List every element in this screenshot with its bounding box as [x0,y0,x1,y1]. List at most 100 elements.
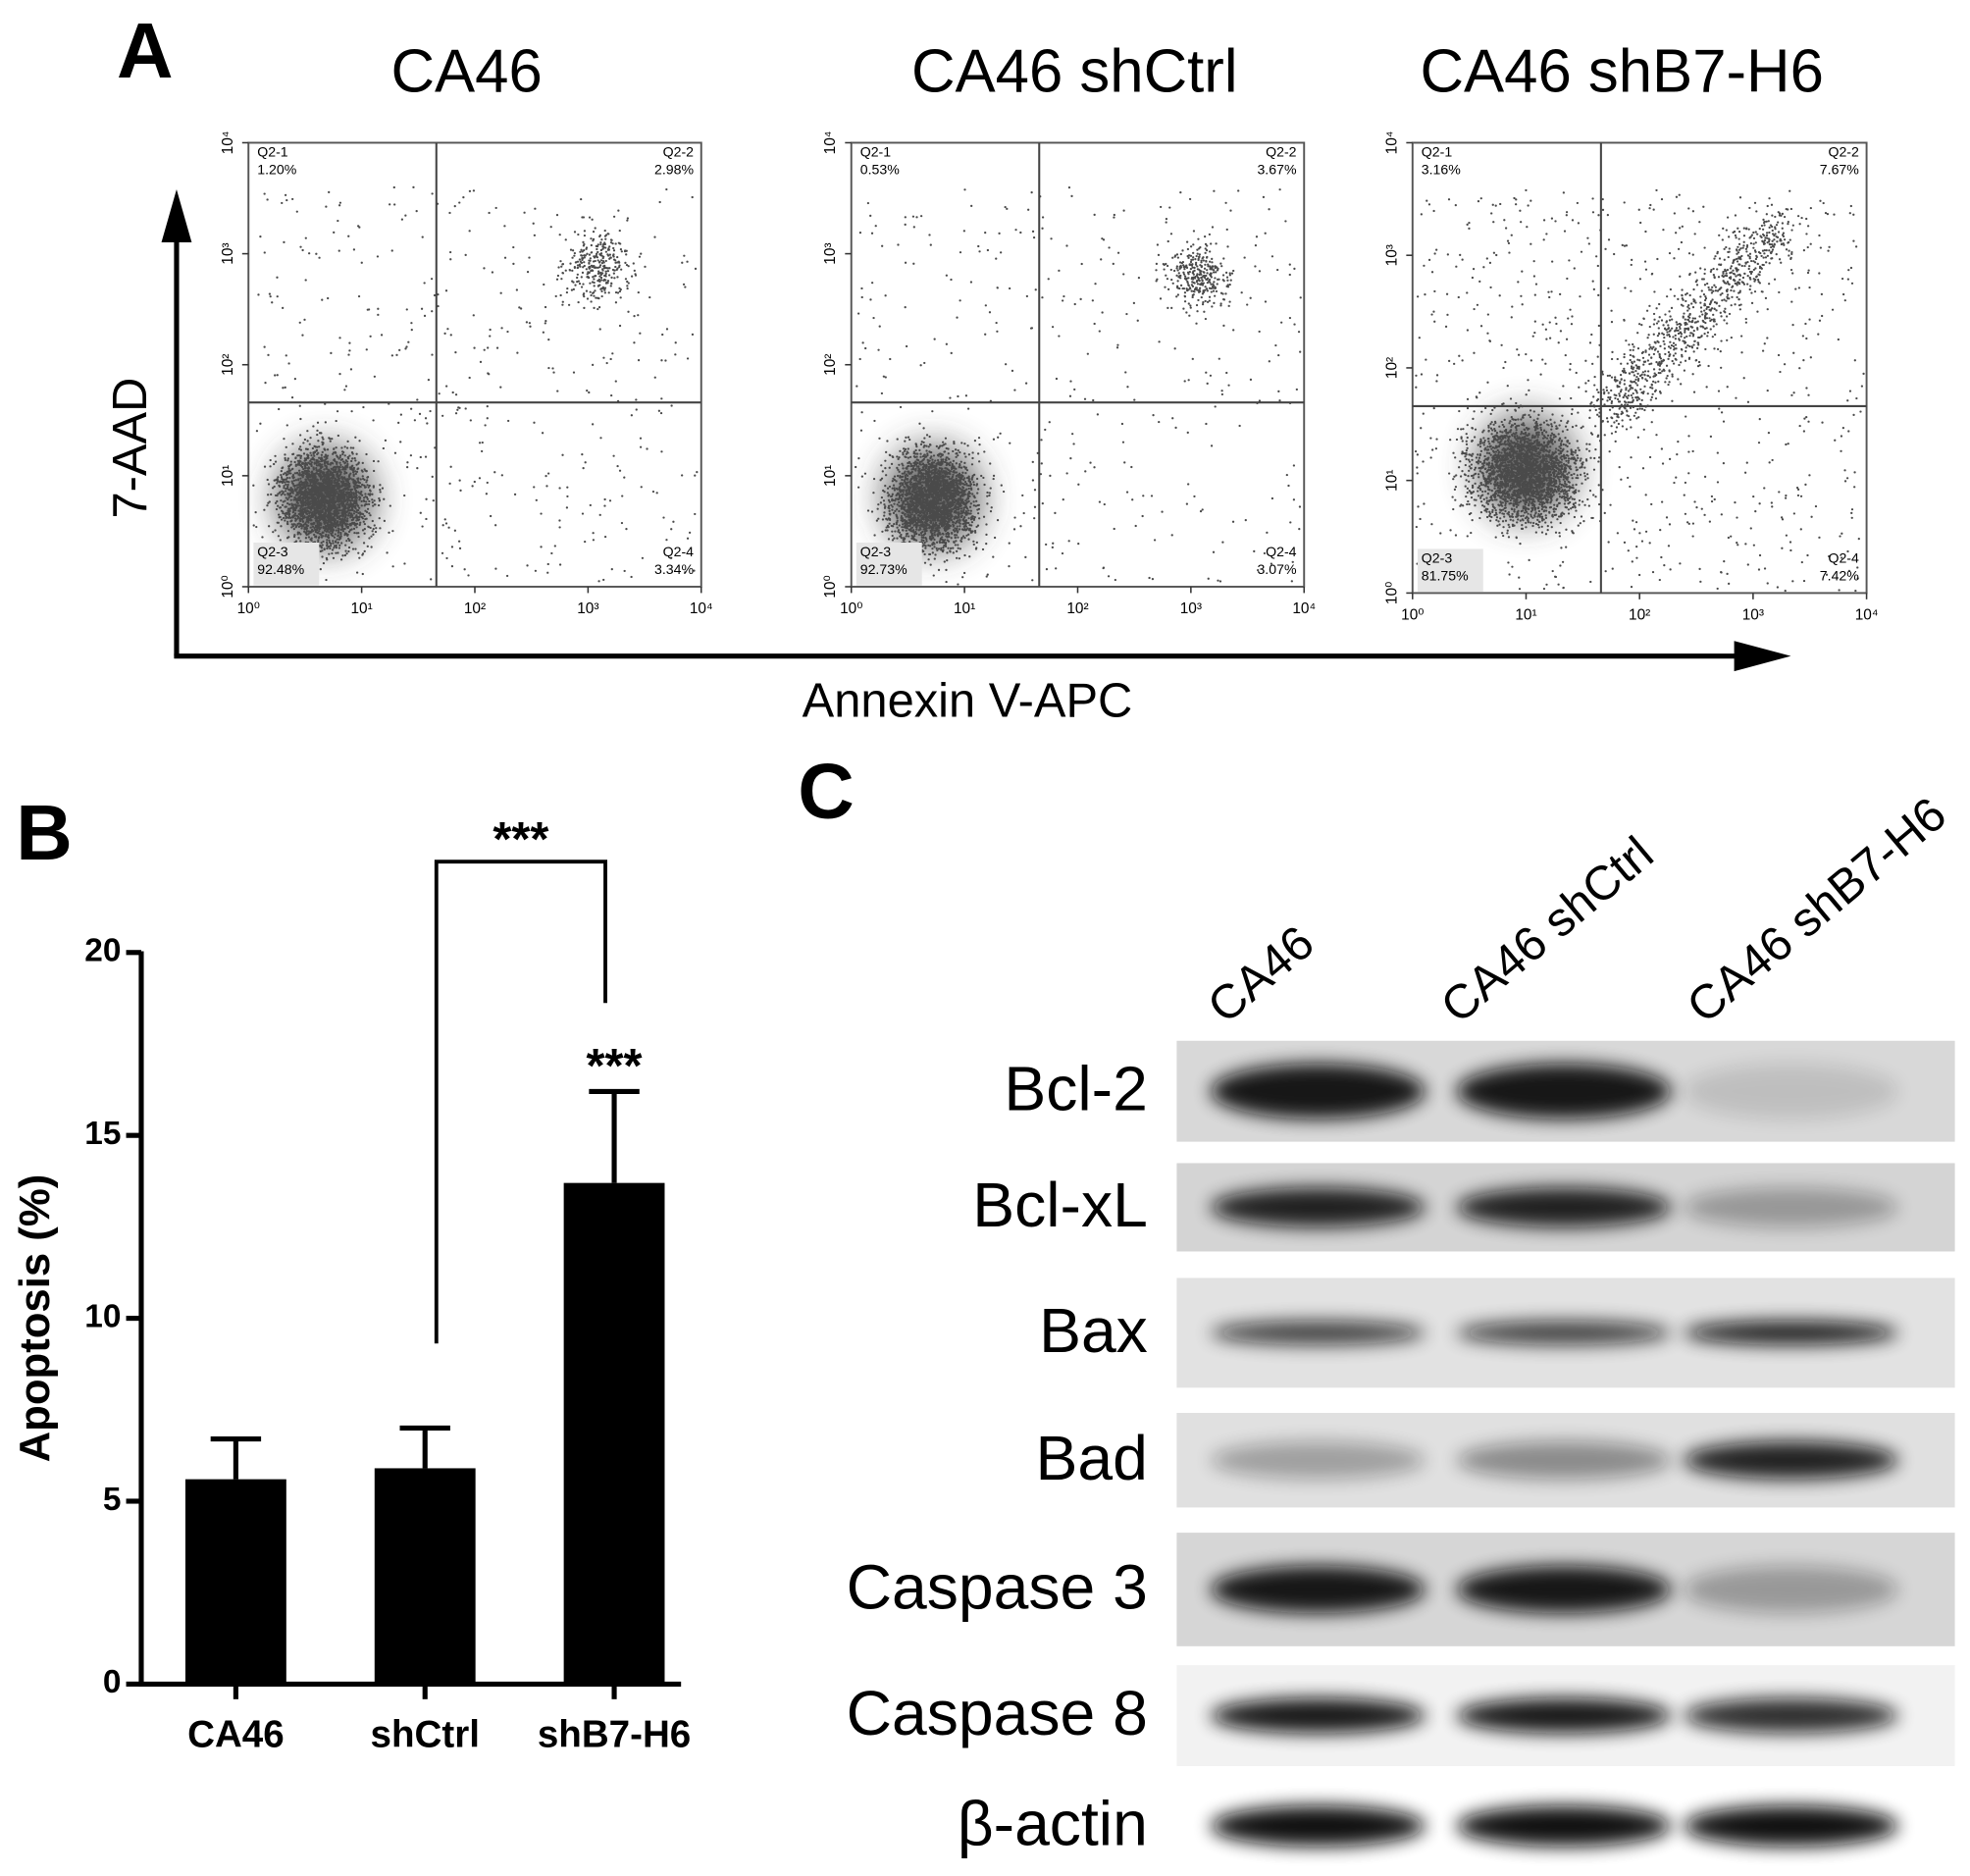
quadrant-percent: 81.75% [1422,567,1469,583]
x-tick-label: 10² [1066,600,1088,617]
quadrant-name: Q2-4 [1828,549,1859,565]
protein-label: Bcl-xL [972,1170,1148,1240]
y-tick-label: 10³ [822,242,839,264]
blot-band [1211,1697,1426,1734]
x-tick-label: 10¹ [350,600,372,617]
quadrant-percent: 3.67% [1257,161,1296,177]
x-tick-label: 10³ [1742,607,1764,624]
y-tick-label: 10¹ [1383,470,1400,492]
protein-label: Caspase 3 [847,1552,1148,1623]
x-tick-label: 10⁴ [1855,607,1879,624]
blot-band [1456,1187,1672,1227]
blot-band [1456,1440,1672,1480]
blot-band [1211,1805,1426,1847]
chart-title: CA46 shB7-H6 [1420,38,1823,106]
x-tick-label: 10³ [1180,600,1202,617]
blot-band [1684,1697,1898,1734]
label-bg [1417,548,1483,593]
blot-band [1211,1063,1426,1120]
quadrant-percent: 0.53% [860,161,900,177]
label-bg [855,542,922,586]
blot-band [1456,1321,1672,1345]
panel-label: B [16,789,73,876]
blot-band [1684,1321,1898,1345]
quadrant-percent: 1.20% [257,161,296,177]
x-tick-label: 10² [1629,607,1650,624]
x-tick-label: 10³ [577,600,598,617]
arrow-head [161,189,192,243]
bar [563,1182,665,1685]
blot-band [1211,1187,1426,1227]
blot-band [1456,1063,1672,1120]
blot-band [1456,1697,1672,1734]
quadrant-percent: 7.42% [1820,567,1859,583]
y-tick-label: 20 [84,933,121,969]
event-dots [252,185,699,583]
quadrant-percent: 3.07% [1257,561,1296,577]
y-axis-label: Apoptosis (%) [11,1174,59,1463]
quadrant-name: Q2-1 [257,143,288,159]
x-tick-label: 10⁴ [1292,600,1316,617]
chart-title: CA46 shCtrl [911,38,1238,106]
x-tick-label: 10² [464,600,486,617]
y-tick-label: 10 [84,1298,121,1334]
y-tick-label: 10⁴ [1383,131,1400,155]
protein-label: Bcl-2 [1004,1054,1147,1124]
y-tick-label: 0 [103,1664,122,1700]
quadrant-name: Q2-4 [663,544,695,559]
blot-band [1684,1805,1898,1847]
blot-band [1456,1805,1672,1847]
quadrant-percent: 3.16% [1422,161,1461,177]
protein-label: β-actin [958,1789,1148,1859]
blot-band [1211,1440,1426,1480]
quadrant-percent: 92.73% [860,561,907,577]
quadrant-percent: 3.34% [654,561,694,577]
y-tick-label: 10⁴ [822,131,839,155]
quadrant-name: Q2-2 [663,143,695,159]
y-tick-label: 10⁰ [220,575,236,598]
x-tick-label: 10¹ [954,600,975,617]
y-tick-label: 10¹ [220,465,236,487]
quadrant-name: Q2-4 [1266,544,1297,559]
x-tick-label: 10⁰ [1401,607,1424,624]
y-tick-label: 10³ [1383,244,1400,266]
y-tick-label: 10² [1383,357,1400,379]
x-axis-label: Annexin V-APC [803,674,1133,727]
x-tick-label: 10¹ [1515,607,1536,624]
y-tick-label: 10² [822,354,839,376]
lane-label: CA46 [1198,915,1323,1033]
bar [374,1468,476,1685]
quadrant-name: Q2-3 [1422,549,1453,565]
y-tick-label: 10⁴ [220,131,236,155]
y-tick-label: 10² [220,354,236,376]
quadrant-name: Q2-2 [1828,143,1859,159]
blot-band [1684,1565,1898,1614]
lane-label: CA46 shB7-H6 [1678,788,1956,1034]
y-tick-label: 10³ [220,242,236,264]
blot-band [1684,1063,1898,1120]
bar [184,1479,286,1685]
panel-label: A [117,7,174,94]
annotation: *** [587,1040,643,1093]
y-axis-label: 7-AAD [104,378,157,519]
arrow-head [1734,641,1791,672]
y-tick-label: 15 [84,1116,121,1152]
x-tick-label: 10⁰ [840,600,862,617]
blot-band [1456,1565,1672,1614]
chart-title: CA46 [390,38,542,106]
y-tick-label: 10⁰ [822,575,839,598]
x-tick-label: 10⁰ [237,600,260,617]
blot-band [1211,1565,1426,1614]
y-tick-label: 10¹ [822,465,839,487]
quadrant-name: Q2-1 [860,143,892,159]
quadrant-name: Q2-1 [1422,143,1453,159]
quadrant-percent: 2.98% [654,161,694,177]
significance-bracket [434,860,607,1344]
protein-label: Bad [1035,1423,1147,1493]
label-bg [253,542,320,586]
event-dots [855,186,1302,586]
blot-band [1684,1440,1898,1480]
lane-label: CA46 shCtrl [1431,827,1663,1034]
